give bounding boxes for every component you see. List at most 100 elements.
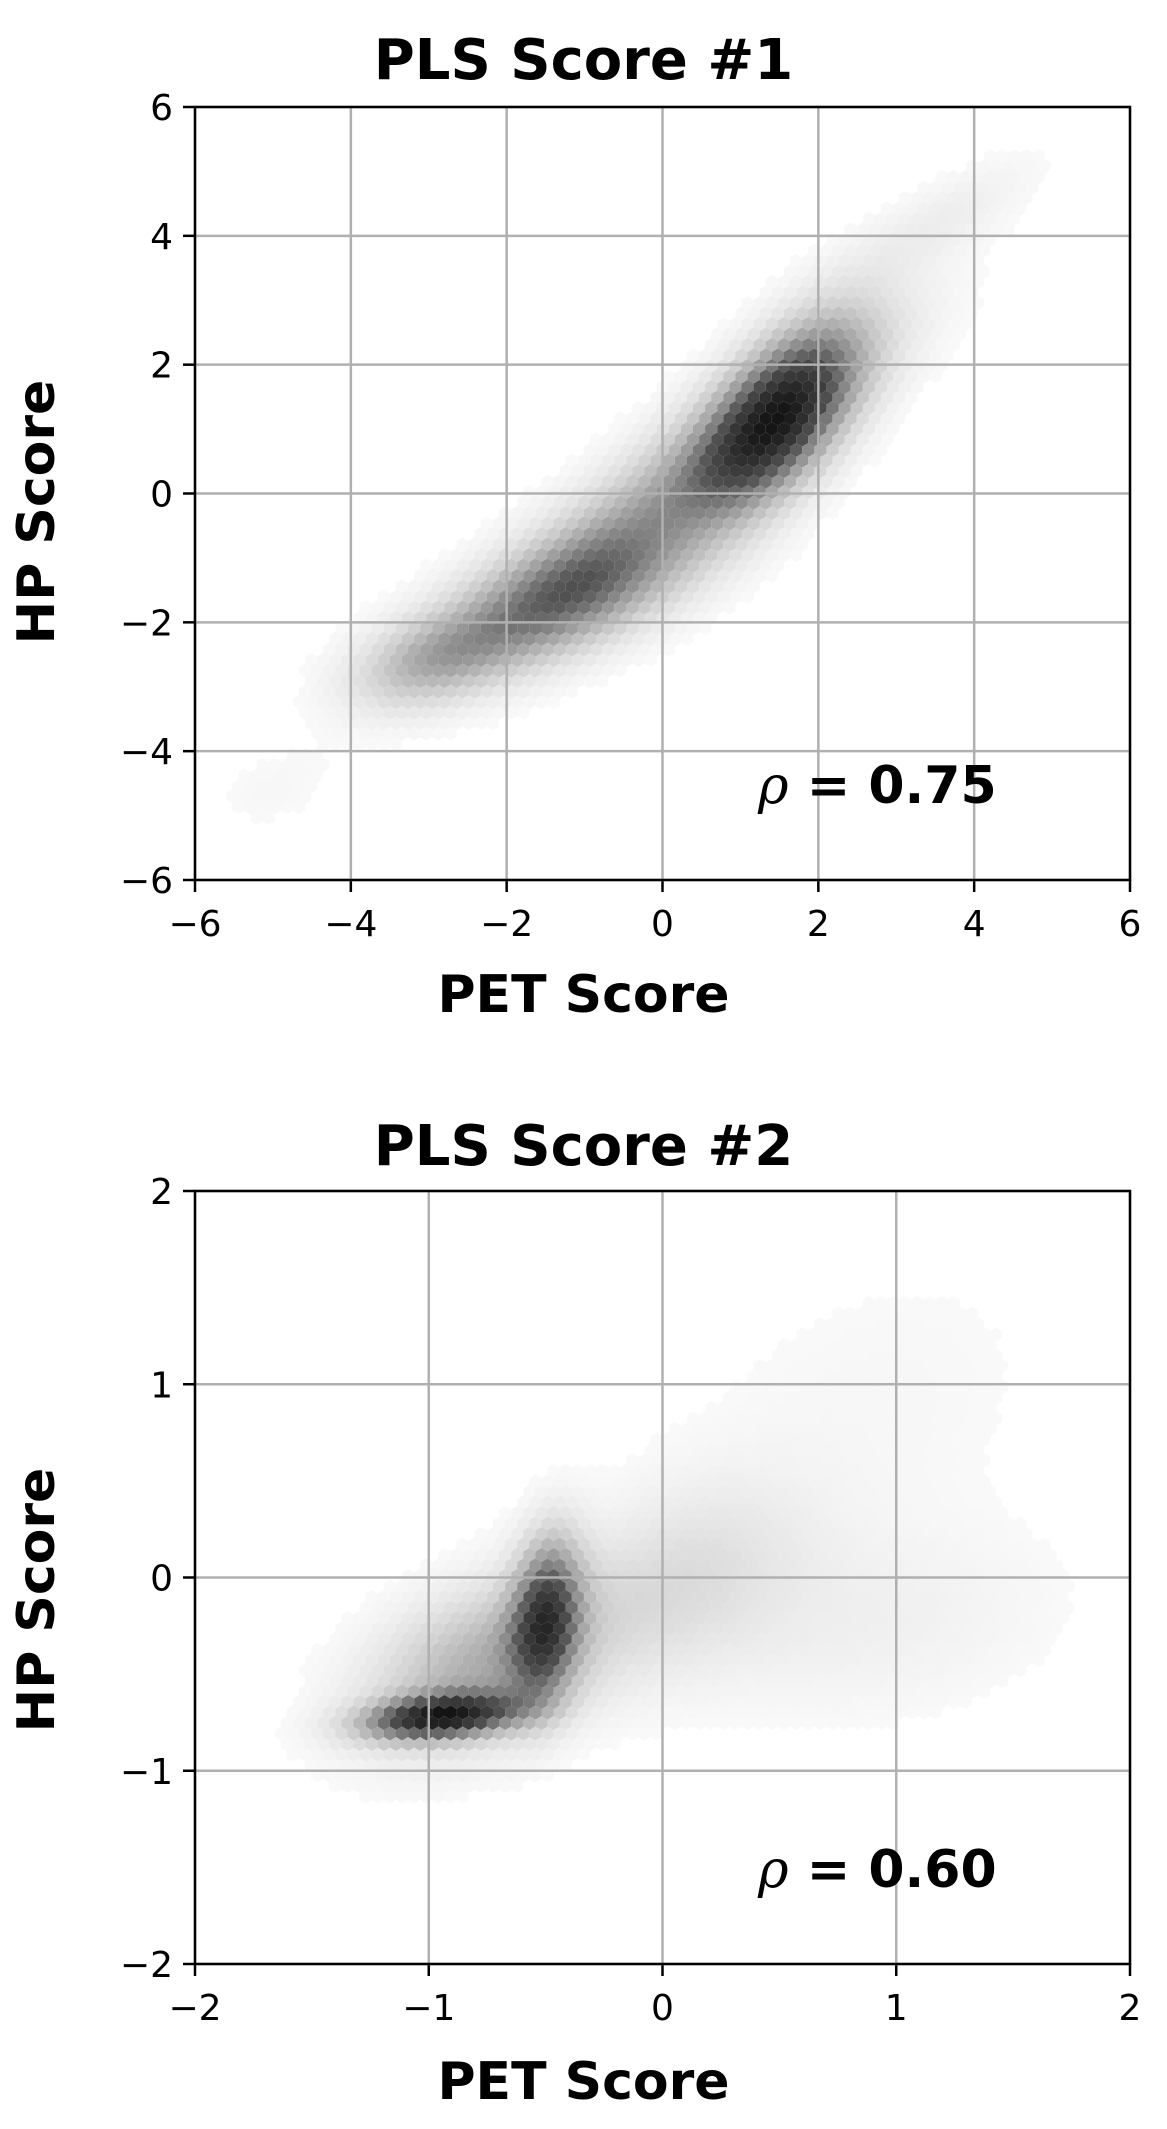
- density-hexbin: [947, 191, 960, 205]
- density-hexbin: [547, 548, 560, 562]
- density-hexbin: [777, 1695, 790, 1709]
- density-hexbin: [856, 1579, 869, 1594]
- density-hexbin: [511, 1716, 524, 1730]
- density-hexbin: [486, 1716, 499, 1730]
- density-hexbin: [529, 621, 542, 636]
- density-hexbin: [1020, 1569, 1033, 1583]
- density-hexbin: [996, 1632, 1009, 1646]
- density-hexbin: [947, 296, 960, 310]
- density-hexbin: [953, 1390, 966, 1405]
- density-hexbin: [850, 1317, 863, 1331]
- density-hexbin: [638, 1726, 651, 1741]
- density-hexbin: [735, 432, 748, 447]
- density-hexbin: [590, 1495, 603, 1510]
- density-hexbin: [680, 506, 693, 520]
- density-hexbin: [626, 1726, 639, 1741]
- density-hexbin: [608, 422, 621, 436]
- density-hexbin: [383, 684, 396, 699]
- density-hexbin: [935, 1632, 948, 1646]
- density-hexbin: [499, 1737, 512, 1751]
- density-hexbin: [765, 1422, 778, 1436]
- density-hexbin: [565, 1579, 578, 1594]
- density-hexbin: [905, 1537, 918, 1552]
- density-hexbin: [711, 1600, 724, 1615]
- density-hexbin: [790, 1695, 803, 1709]
- density-hexbin: [723, 1558, 736, 1573]
- density-hexbin: [911, 317, 924, 331]
- density-hexbin: [802, 296, 815, 310]
- density-hexbin: [777, 296, 790, 310]
- density-hexbin: [777, 275, 790, 289]
- density-hexbin: [650, 1579, 663, 1594]
- density-hexbin: [747, 474, 760, 489]
- density-hexbin: [462, 716, 475, 730]
- density-hexbin: [777, 1443, 790, 1457]
- density-hexbin: [590, 600, 603, 615]
- density-hexbin: [777, 1485, 790, 1499]
- density-hexbin: [396, 1747, 409, 1762]
- density-hexbin: [523, 548, 536, 562]
- density-hexbin: [911, 1506, 924, 1520]
- density-hexbin: [426, 716, 439, 730]
- density-hexbin: [644, 1485, 657, 1499]
- density-hexbin: [547, 1695, 560, 1709]
- density-hexbin: [450, 1716, 463, 1730]
- density-hexbin: [305, 1674, 318, 1688]
- density-hexbin: [784, 432, 797, 447]
- density-hexbin: [529, 558, 542, 573]
- density-hexbin: [414, 1590, 427, 1604]
- density-hexbin: [753, 1716, 766, 1730]
- density-hexbin: [583, 1611, 596, 1625]
- density-hexbin: [420, 726, 433, 741]
- density-hexbin: [462, 1653, 475, 1667]
- density-hexbin: [784, 1579, 797, 1594]
- density-hexbin: [820, 327, 833, 342]
- density-hexbin: [480, 642, 493, 657]
- density-hexbin: [759, 537, 772, 552]
- density-hexbin: [771, 1558, 784, 1573]
- density-hexbin: [850, 1443, 863, 1457]
- density-hexbin: [553, 663, 566, 678]
- density-hexbin: [808, 1684, 821, 1699]
- density-hexbin: [590, 453, 603, 468]
- density-hexbin: [529, 1621, 542, 1636]
- density-hexbin: [784, 264, 797, 279]
- density-hexbin: [923, 359, 936, 373]
- density-hexbin: [765, 296, 778, 310]
- density-hexbin: [735, 1474, 748, 1489]
- density-hexbin: [311, 768, 324, 783]
- density-hexbin: [850, 422, 863, 436]
- density-hexbin: [250, 789, 263, 804]
- density-hexbin: [777, 1611, 790, 1625]
- density-hexbin: [911, 1527, 924, 1541]
- density-hexbin: [911, 338, 924, 352]
- density-hexbin: [802, 401, 815, 415]
- density-hexbin: [753, 1548, 766, 1562]
- density-hexbin: [850, 443, 863, 457]
- density-hexbin: [687, 537, 700, 552]
- density-hexbin: [844, 453, 857, 468]
- density-hexbin: [553, 516, 566, 531]
- density-hexbin: [929, 201, 942, 216]
- density-hexbin: [547, 1653, 560, 1667]
- density-hexbin: [784, 1369, 797, 1384]
- density-hexbin: [741, 422, 754, 436]
- density-hexbin: [547, 674, 560, 688]
- density-hexbin: [662, 1537, 675, 1552]
- density-hexbin: [408, 1789, 421, 1804]
- density-hexbin: [608, 1527, 621, 1541]
- density-hexbin: [541, 1747, 554, 1762]
- density-hexbin: [553, 684, 566, 699]
- density-hexbin: [723, 1600, 736, 1615]
- density-hexbin: [717, 485, 730, 499]
- density-hexbin: [729, 527, 742, 541]
- density-hexbin: [620, 1632, 633, 1646]
- density-hexbin: [565, 1705, 578, 1720]
- density-hexbin: [862, 1569, 875, 1583]
- density-hexbin: [620, 1716, 633, 1730]
- density-hexbin: [771, 432, 784, 447]
- density-hexbin: [668, 1464, 681, 1478]
- rho-symbol-2: ρ: [758, 1840, 789, 1900]
- density-hexbin: [820, 243, 833, 258]
- density-hexbin: [977, 1516, 991, 1531]
